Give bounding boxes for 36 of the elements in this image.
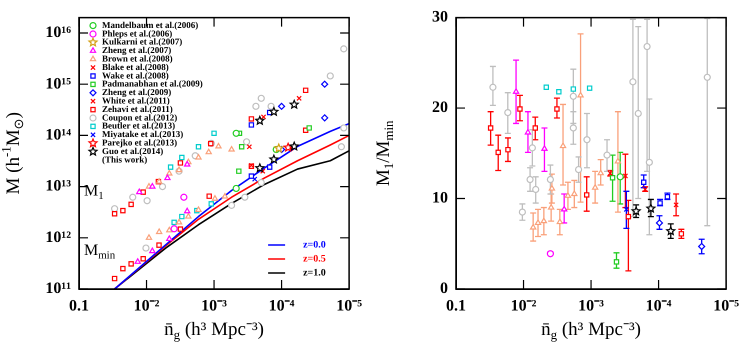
y-tick-label: 10¹² [45,228,72,246]
legend-label: Blake et al.(2008) [102,62,169,72]
y-axis-title: M (h-1M⊙) [0,112,26,195]
y-axis-title: M1/Mmin [372,120,396,186]
y-tick-label: 0 [440,280,448,298]
legend-label: Mandelbaum et al.(2006) [102,20,198,30]
x-tick-label: 10⁻³ [201,298,228,315]
x-tick-label: 0.1 [446,298,466,315]
y-tick-label: 10¹⁴ [45,126,72,144]
x-tick-label: 0.1 [69,298,89,315]
legend-label: Miyatake et al.(2013) [102,129,184,140]
y-tick-label: 10¹⁵ [45,75,72,92]
x-tick-label: 10⁻³ [578,298,604,315]
x-tick-label: 10⁻² [134,298,160,315]
y-tick-label: 10 [432,190,448,207]
legend-label: Zheng et al.(2007) [102,45,172,56]
legend-label: Zheng et al.(2009) [102,87,172,98]
legend-label: Beutler et al.(2013) [102,120,176,131]
y-tick-label: 10¹¹ [45,280,72,298]
legend-label: z=1.0 [303,268,326,279]
x-tick-label: 10⁻⁵ [336,298,362,315]
legend-label: Brown et al.(2008) [102,54,173,64]
legend-label: z=0.0 [303,240,326,251]
y-tick-label: 10¹⁶ [45,24,72,42]
legend-label: Parejko et al.(2013) [102,138,178,148]
y-tick-label: 20 [432,99,448,116]
y-tick-label: 10¹³ [45,178,72,195]
x-tick-label: 10⁻⁴ [268,298,295,315]
legend-label: Phleps et al.(2006) [102,28,172,38]
x-tick-label: 10⁻⁴ [646,298,672,315]
x-tick-label: 10⁻⁵ [713,298,740,315]
y-tick-label: 30 [432,8,448,26]
x-tick-label: 10⁻² [510,298,537,315]
legend-label: z=0.5 [303,254,326,265]
legend-label: Kulkarni et al.(2007) [102,36,182,47]
legend-label: White et al.(2011) [102,96,170,106]
